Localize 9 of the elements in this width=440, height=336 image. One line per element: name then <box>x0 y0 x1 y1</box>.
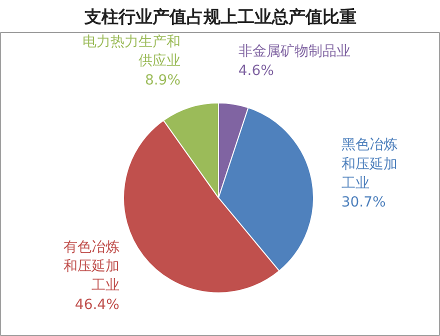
data-label: 46.4% <box>74 296 120 313</box>
data-label: 8.9% <box>144 72 181 88</box>
slice-label: 电力热力生产和供应业 <box>82 34 181 70</box>
chart-title: 支柱行业产值占规上工业总产值比重 <box>84 8 356 28</box>
slice-label: 有色冶炼和压延加工业 <box>63 239 120 294</box>
data-label: 4.6% <box>238 62 274 79</box>
slice-label: 黑色冶炼和压延加工业 <box>341 137 398 192</box>
slice-label: 非金属矿物制品业 <box>238 44 350 60</box>
data-label: 30.7% <box>341 194 386 211</box>
